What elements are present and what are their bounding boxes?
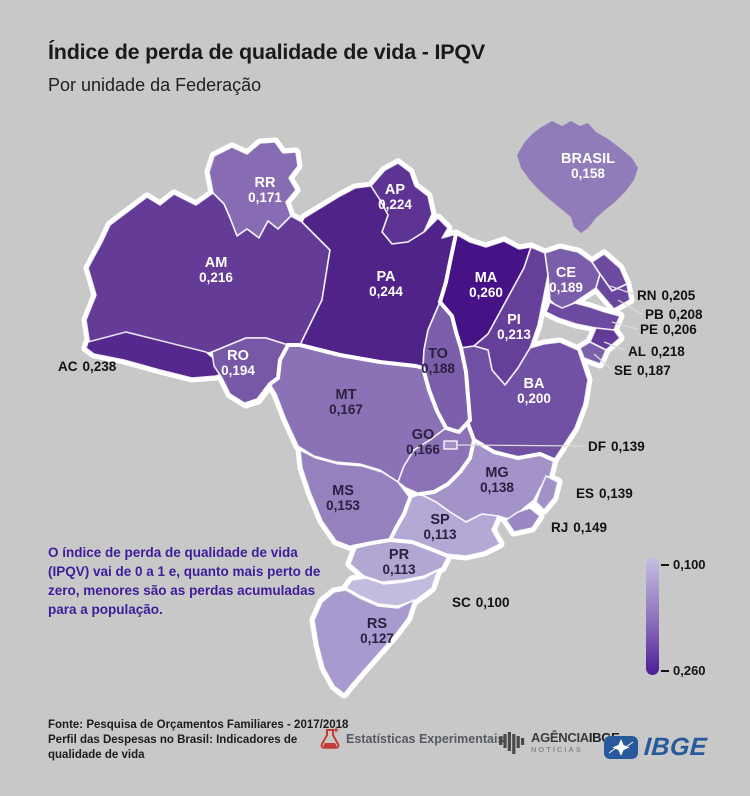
label-brasil: BRASIL xyxy=(561,151,615,167)
region-borders xyxy=(244,232,556,558)
label-am: AM xyxy=(205,255,228,271)
svg-text:0,188: 0,188 xyxy=(421,361,455,376)
ibge-logo-text: IBGE xyxy=(643,733,709,761)
legend-max: 0,260 xyxy=(661,663,706,678)
svg-text:0,213: 0,213 xyxy=(497,327,531,342)
label-ro: RO xyxy=(227,348,249,364)
ext-label-pe: PE 0,206 xyxy=(640,322,697,337)
svg-text:0,224: 0,224 xyxy=(378,197,412,212)
svg-text:0,113: 0,113 xyxy=(382,562,416,577)
ext-label-rj: RJ 0,149 xyxy=(551,520,607,535)
note-text: O índice de perda de qualidade de vida (… xyxy=(48,545,321,617)
leader-line-se xyxy=(593,353,612,370)
ext-label-es: ES 0,139 xyxy=(576,486,633,501)
label-rr: RR xyxy=(255,175,276,191)
source-line-3: qualidade de vida xyxy=(48,749,145,761)
legend-min-label: 0,100 xyxy=(673,557,706,572)
brasil-inset-map xyxy=(517,121,638,233)
leader-lines xyxy=(457,285,643,447)
label-ms: MS xyxy=(332,483,354,499)
state-rj xyxy=(505,507,541,533)
state-df xyxy=(443,440,458,450)
svg-text:0,153: 0,153 xyxy=(326,498,360,513)
source-note: Fonte: Pesquisa de Orçamentos Familiares… xyxy=(48,718,348,763)
svg-text:0,194: 0,194 xyxy=(221,363,255,378)
flask-icon xyxy=(320,727,340,749)
svg-text:0,244: 0,244 xyxy=(369,284,403,299)
label-ba: BA xyxy=(524,376,545,392)
ext-label-rn: RN 0,205 xyxy=(637,288,696,303)
label-go: GO xyxy=(412,427,435,443)
map-labels: RR 0,171 AP 0,224 AM 0,216 PA 0,244 MA 0… xyxy=(58,151,703,646)
ibge-logo: IBGE xyxy=(603,733,709,762)
ext-label-ac: AC 0,238 xyxy=(58,359,117,374)
leader-line-pe xyxy=(611,321,638,330)
source-line-1: Fonte: Pesquisa de Orçamentos Familiares… xyxy=(48,719,349,731)
ext-label-df: DF 0,139 xyxy=(588,439,645,454)
svg-text:0,127: 0,127 xyxy=(360,631,394,646)
label-rs: RS xyxy=(367,616,387,632)
agencia-brasil-bars-icon xyxy=(499,732,525,754)
ext-label-sc: SC 0,100 xyxy=(452,595,510,610)
state-al xyxy=(589,327,621,351)
svg-text:0,113: 0,113 xyxy=(423,527,457,542)
experimental-stats-logo: Estatísticas Experimentais xyxy=(320,727,504,750)
label-ma: MA xyxy=(475,270,498,286)
svg-text:0,216: 0,216 xyxy=(199,270,233,285)
source-line-2: Perfil das Despesas no Brasil: Indicador… xyxy=(48,734,298,746)
legend-tick-bottom xyxy=(661,669,669,672)
agencia-word: AGÊNCIA xyxy=(531,730,589,745)
svg-text:0,189: 0,189 xyxy=(549,280,583,295)
svg-text:0,167: 0,167 xyxy=(329,402,363,417)
label-ce: CE xyxy=(556,265,576,281)
svg-text:0,200: 0,200 xyxy=(517,391,551,406)
agencia-noticias-word: NOTÍCIAS xyxy=(531,745,583,754)
state-rs xyxy=(313,589,415,695)
legend-tick-top xyxy=(661,563,669,566)
state-ac xyxy=(85,331,233,379)
state-ce xyxy=(544,247,601,311)
state-pb xyxy=(595,273,631,310)
label-sp: SP xyxy=(430,512,450,528)
svg-text:0,166: 0,166 xyxy=(406,442,440,457)
leader-line-al xyxy=(603,341,626,351)
label-pi: PI xyxy=(507,312,521,328)
ext-label-se: SE 0,187 xyxy=(614,363,671,378)
label-ap: AP xyxy=(385,182,405,198)
ext-label-al: AL 0,218 xyxy=(628,344,685,359)
state-es xyxy=(535,475,559,511)
svg-text:0,138: 0,138 xyxy=(480,480,514,495)
ibge-badge-icon xyxy=(604,736,638,759)
leader-line-rn xyxy=(609,285,634,295)
page-title: Índice de perda de qualidade de vida - I… xyxy=(48,40,486,64)
legend-min: 0,100 xyxy=(661,557,706,572)
state-sc xyxy=(345,569,439,607)
svg-text:0,260: 0,260 xyxy=(469,285,503,300)
legend-max-label: 0,260 xyxy=(673,663,706,678)
agencia-ibge-noticias-logo: AGÊNCIAIBGE NOTÍCIAS xyxy=(497,729,620,756)
label-pa: PA xyxy=(376,269,396,285)
label-pr: PR xyxy=(389,547,410,563)
header: Índice de perda de qualidade de vida - I… xyxy=(48,40,485,96)
experimental-stats-label: Estatísticas Experimentais xyxy=(346,731,505,746)
legend-gradient-bar xyxy=(646,557,659,675)
svg-text:0,158: 0,158 xyxy=(571,166,605,181)
label-mg: MG xyxy=(485,465,508,481)
label-to: TO xyxy=(428,346,448,362)
page-subtitle: Por unidade da Federação xyxy=(48,75,262,95)
svg-text:0,171: 0,171 xyxy=(248,190,282,205)
ext-label-pb: PB 0,208 xyxy=(645,307,703,322)
leader-line-pb xyxy=(617,299,643,315)
leader-line-df xyxy=(457,444,585,447)
label-mt: MT xyxy=(336,387,357,403)
